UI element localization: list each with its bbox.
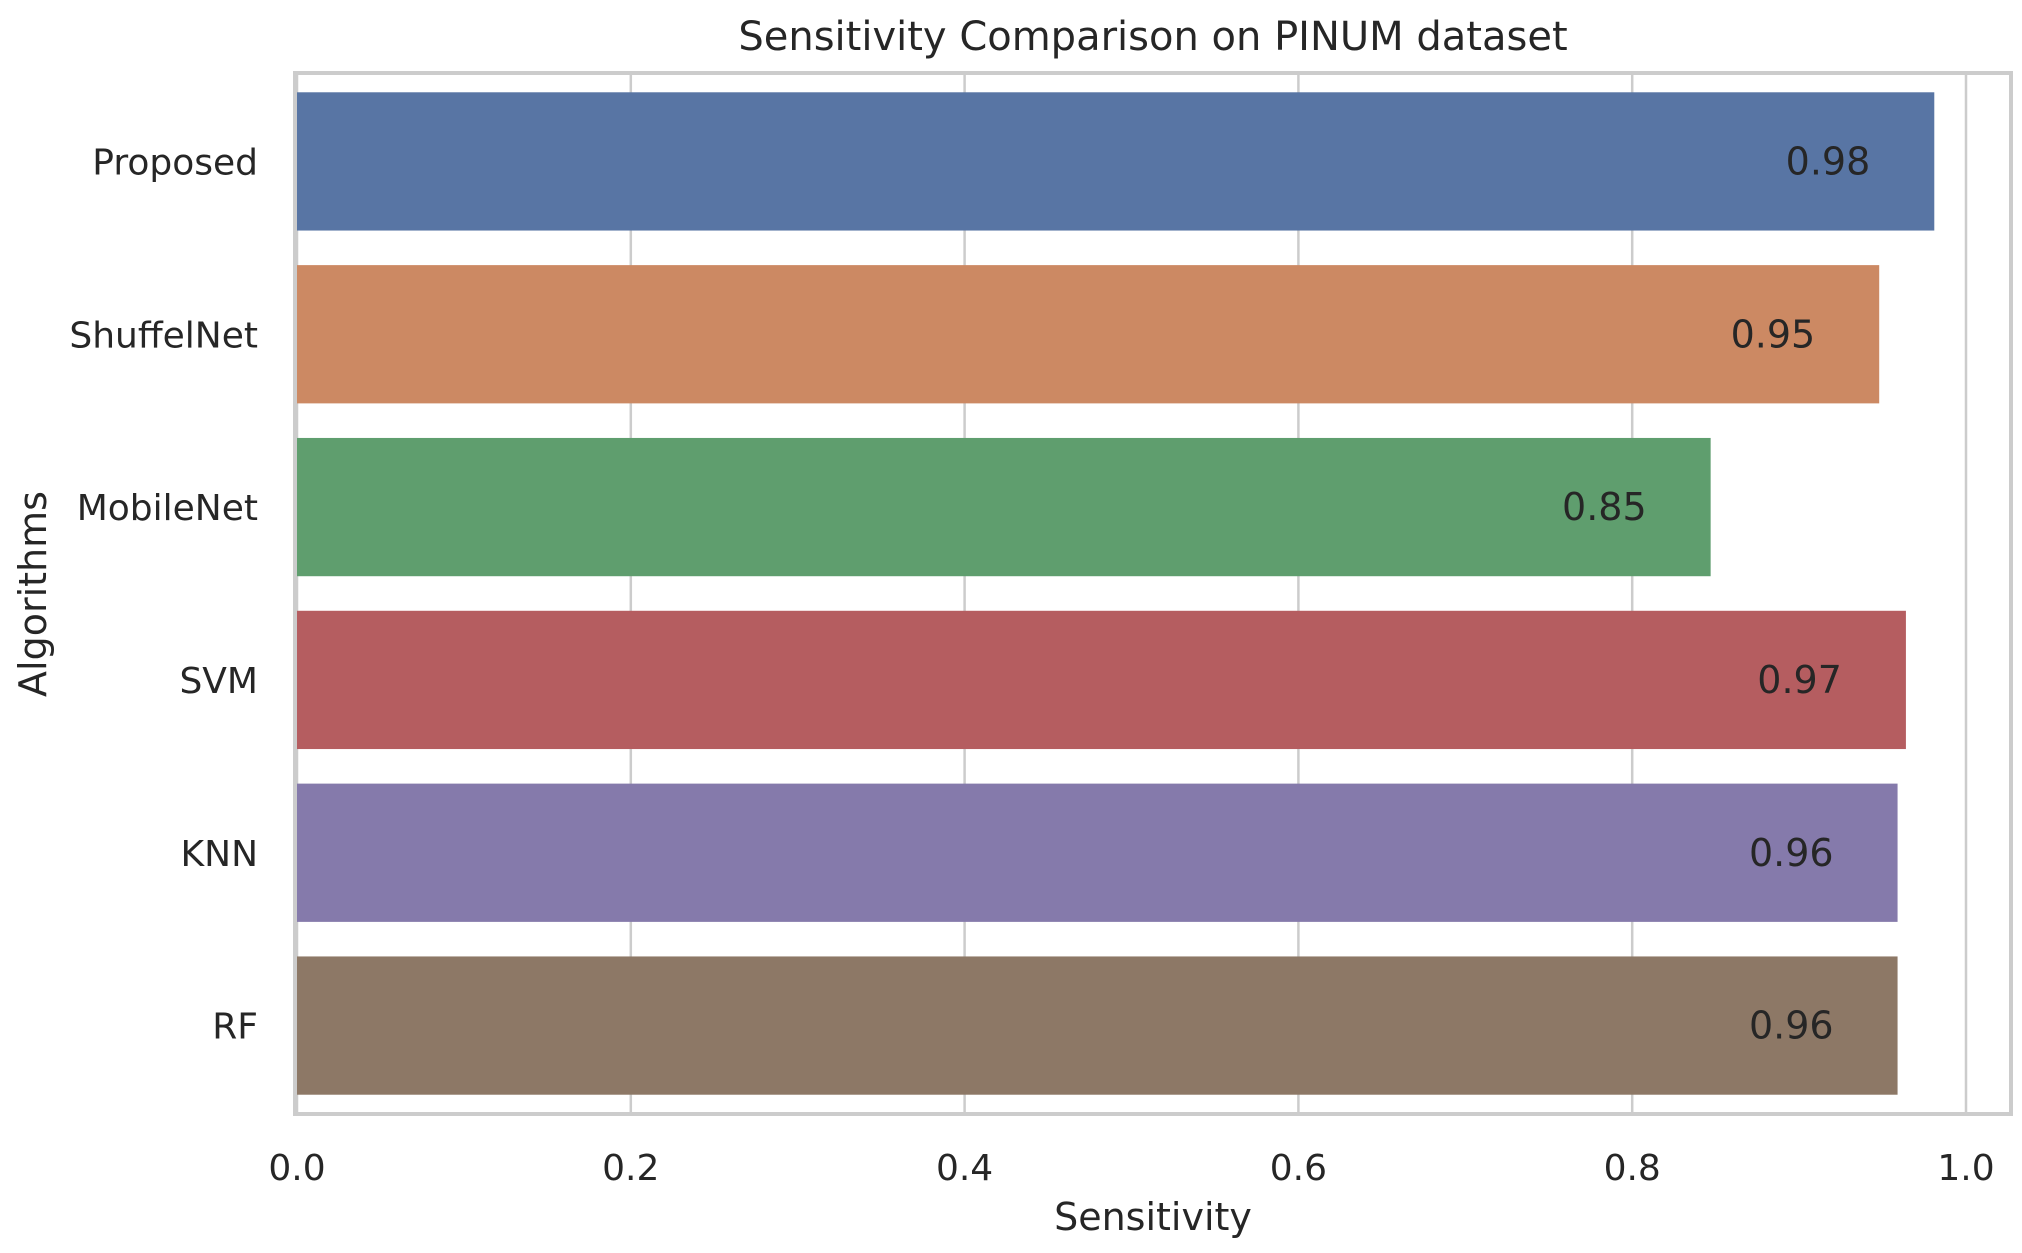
bar [297,92,1935,231]
y-tick-labels: Proposed ShuffelNet MobileNet SVM KNN RF [69,142,258,1047]
bars [297,92,1935,1095]
x-axis-title: Sensitivity [1054,1195,1252,1239]
bar-value-label: 0.96 [1749,1004,1834,1048]
chart-title: Sensitivity Comparison on PINUM dataset [738,14,1567,60]
category-label: ShuffelNet [69,315,258,356]
bar-value-label: 0.96 [1749,831,1834,875]
x-tick-labels: 0.0 0.2 0.4 0.6 0.8 1.0 [268,1148,1994,1189]
bar [297,437,1711,577]
bar-value-label: 0.85 [1562,485,1647,529]
y-axis-title: Algorithms [11,491,55,697]
category-label: RF [212,1007,258,1048]
bar [297,610,1906,750]
plot-frame [293,71,2013,1116]
bar [297,956,1898,1095]
x-tick-label: 1.0 [1937,1148,1994,1189]
bar [297,783,1898,922]
category-label: SVM [179,661,258,702]
category-label: KNN [181,834,258,875]
x-tick-label: 0.8 [1604,1148,1661,1189]
value-labels: 0.98 0.95 0.85 0.97 0.96 0.96 [1562,139,1870,1047]
bar-value-label: 0.97 [1757,658,1842,702]
x-tick-label: 0.6 [1270,1148,1327,1189]
bar [297,265,1880,404]
x-tick-label: 0.0 [268,1148,325,1189]
category-label: Proposed [92,142,258,183]
x-tick-label: 0.2 [602,1148,659,1189]
x-tick-label: 0.4 [936,1148,993,1189]
bar-value-label: 0.95 [1731,312,1816,356]
bar-value-label: 0.98 [1786,139,1871,183]
category-label: MobileNet [77,488,258,529]
